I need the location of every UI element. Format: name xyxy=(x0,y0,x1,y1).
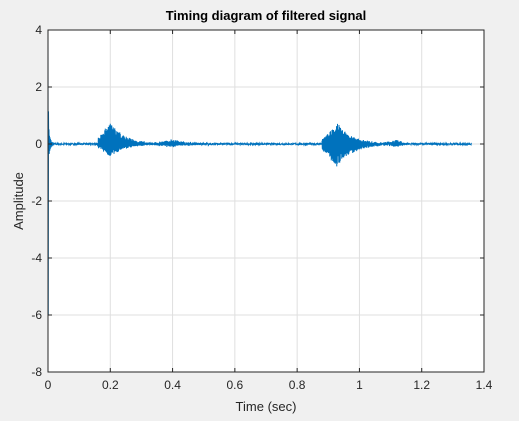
x-axis-label: Time (sec) xyxy=(236,399,297,414)
y-tick-label: 4 xyxy=(35,23,42,37)
x-tick-label: 1 xyxy=(356,378,363,392)
x-axis-ticks xyxy=(47,30,485,372)
y-tick-label: -4 xyxy=(31,251,42,265)
y-tick-label: -6 xyxy=(31,308,42,322)
y-tick-label: -2 xyxy=(31,194,42,208)
chart-title: Timing diagram of filtered signal xyxy=(166,8,367,23)
y-axis-label: Amplitude xyxy=(11,172,26,230)
x-axis-tick-labels: 0 0.2 0.4 0.6 0.8 1 1.2 1.4 xyxy=(45,378,493,392)
x-tick-label: 0.8 xyxy=(289,378,306,392)
y-tick-label: 0 xyxy=(35,137,42,151)
x-tick-label: 0.2 xyxy=(102,378,119,392)
series-line xyxy=(47,29,472,316)
y-axis-ticks xyxy=(48,29,484,373)
x-tick-label: 0.4 xyxy=(164,378,181,392)
y-tick-label: 2 xyxy=(35,80,42,94)
y-axis-tick-labels: -8 -6 -4 -2 0 2 4 xyxy=(31,23,42,379)
x-tick-label: 0.6 xyxy=(227,378,244,392)
x-tick-label: 1.4 xyxy=(476,378,493,392)
x-tick-label: 0 xyxy=(45,378,52,392)
y-tick-label: -8 xyxy=(31,365,42,379)
x-tick-label: 1.2 xyxy=(413,378,430,392)
